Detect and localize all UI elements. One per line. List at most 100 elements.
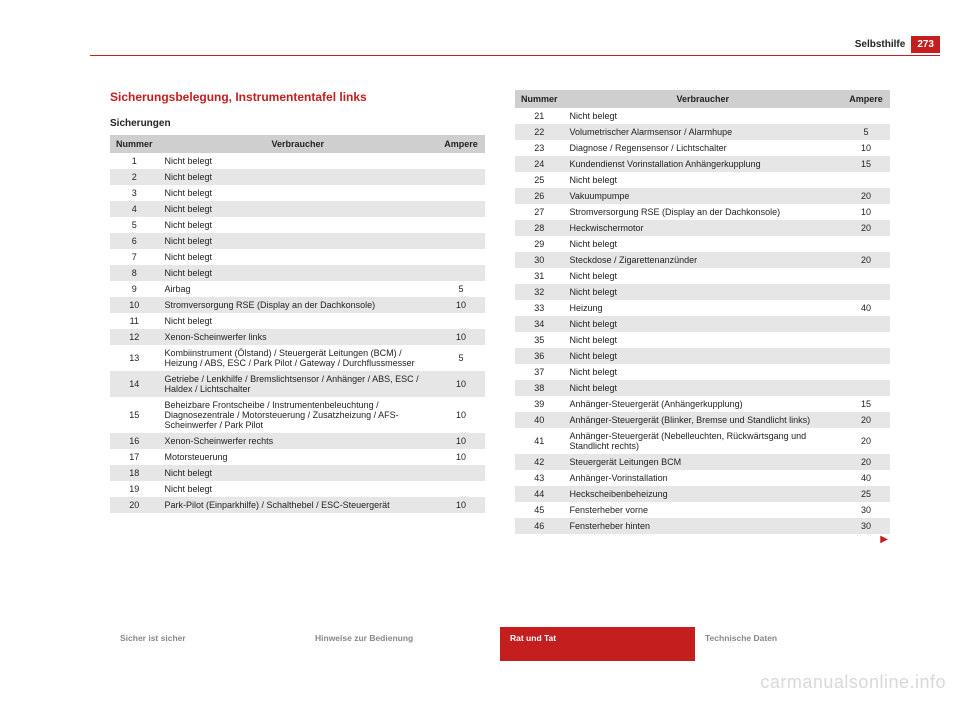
cell-number: 19 [110, 481, 159, 497]
cell-ampere: 40 [842, 300, 890, 316]
cell-ampere [842, 284, 890, 300]
table-row: 5Nicht belegt [110, 217, 485, 233]
cell-number: 23 [515, 140, 564, 156]
cell-consumer: Getriebe / Lenkhilfe / Bremslichtsensor … [159, 371, 437, 397]
table-row: 46Fensterheber hinten30 [515, 518, 890, 534]
cell-number: 38 [515, 380, 564, 396]
cell-number: 39 [515, 396, 564, 412]
cell-number: 29 [515, 236, 564, 252]
cell-ampere: 10 [842, 204, 890, 220]
page-heading: Sicherungsbelegung, Instrumententafel li… [110, 90, 485, 104]
cell-number: 2 [110, 169, 159, 185]
cell-number: 26 [515, 188, 564, 204]
footer-tab[interactable]: Sicher ist sicher [110, 627, 305, 661]
cell-ampere [437, 153, 485, 169]
cell-ampere: 20 [842, 252, 890, 268]
cell-consumer: Xenon-Scheinwerfer links [159, 329, 437, 345]
page-header: Selbsthilfe 273 [855, 36, 940, 53]
cell-ampere [437, 185, 485, 201]
cell-number: 5 [110, 217, 159, 233]
table-row: 3Nicht belegt [110, 185, 485, 201]
cell-ampere [437, 201, 485, 217]
cell-ampere: 10 [437, 433, 485, 449]
continue-arrow-icon: ▶ [515, 534, 890, 545]
table-row: 35Nicht belegt [515, 332, 890, 348]
cell-number: 21 [515, 108, 564, 124]
cell-consumer: Anhänger-Steuergerät (Nebelleuchten, Rüc… [564, 428, 842, 454]
table-row: 24Kundendienst Vorinstallation Anhängerk… [515, 156, 890, 172]
cell-ampere [437, 481, 485, 497]
cell-consumer: Nicht belegt [564, 108, 842, 124]
table-row: 12Xenon-Scheinwerfer links10 [110, 329, 485, 345]
cell-number: 4 [110, 201, 159, 217]
table-row: 29Nicht belegt [515, 236, 890, 252]
left-column: Sicherungsbelegung, Instrumententafel li… [110, 90, 485, 611]
cell-consumer: Kundendienst Vorinstallation Anhängerkup… [564, 156, 842, 172]
cell-consumer: Anhänger-Steuergerät (Blinker, Bremse un… [564, 412, 842, 428]
cell-consumer: Motorsteuerung [159, 449, 437, 465]
table-row: 21Nicht belegt [515, 108, 890, 124]
table-row: 17Motorsteuerung10 [110, 449, 485, 465]
cell-number: 31 [515, 268, 564, 284]
cell-ampere: 10 [842, 140, 890, 156]
table-row: 37Nicht belegt [515, 364, 890, 380]
cell-number: 45 [515, 502, 564, 518]
cell-number: 40 [515, 412, 564, 428]
fuse-table-right: Nummer Verbraucher Ampere 21Nicht belegt… [515, 90, 890, 534]
page-subheading: Sicherungen [110, 118, 485, 129]
cell-ampere: 40 [842, 470, 890, 486]
table-row: 23Diagnose / Regensensor / Lichtschalter… [515, 140, 890, 156]
table-row: 36Nicht belegt [515, 348, 890, 364]
cell-consumer: Nicht belegt [159, 249, 437, 265]
cell-consumer: Nicht belegt [159, 481, 437, 497]
table-row: 14Getriebe / Lenkhilfe / Bremslichtsenso… [110, 371, 485, 397]
cell-ampere: 10 [437, 397, 485, 433]
table-row: 27Stromversorgung RSE (Display an der Da… [515, 204, 890, 220]
cell-ampere: 20 [842, 220, 890, 236]
table-row: 26Vakuumpumpe20 [515, 188, 890, 204]
cell-consumer: Airbag [159, 281, 437, 297]
cell-consumer: Nicht belegt [159, 233, 437, 249]
cell-consumer: Kombiinstrument (Ölstand) / Steuergerät … [159, 345, 437, 371]
table-row: 38Nicht belegt [515, 380, 890, 396]
footer-tabs: Sicher ist sicherHinweise zur BedienungR… [110, 627, 890, 661]
cell-number: 10 [110, 297, 159, 313]
cell-ampere: 10 [437, 329, 485, 345]
cell-consumer: Nicht belegt [159, 217, 437, 233]
watermark: carmanualsonline.info [760, 672, 946, 693]
cell-ampere: 20 [842, 188, 890, 204]
cell-consumer: Nicht belegt [564, 364, 842, 380]
right-column: Nummer Verbraucher Ampere 21Nicht belegt… [515, 90, 890, 611]
cell-consumer: Nicht belegt [159, 201, 437, 217]
table-row: 34Nicht belegt [515, 316, 890, 332]
cell-ampere [842, 172, 890, 188]
cell-consumer: Park-Pilot (Einparkhilfe) / Schalthebel … [159, 497, 437, 513]
cell-number: 41 [515, 428, 564, 454]
cell-consumer: Nicht belegt [564, 316, 842, 332]
fuse-table-left: Nummer Verbraucher Ampere 1Nicht belegt2… [110, 135, 485, 513]
cell-ampere [437, 169, 485, 185]
cell-ampere [842, 348, 890, 364]
cell-ampere [842, 268, 890, 284]
table-row: 18Nicht belegt [110, 465, 485, 481]
table-row: 1Nicht belegt [110, 153, 485, 169]
cell-consumer: Volumetrischer Alarmsensor / Alarmhupe [564, 124, 842, 140]
footer-tab[interactable]: Technische Daten [695, 627, 890, 661]
footer-tab[interactable]: Rat und Tat [500, 627, 695, 661]
footer-tab[interactable]: Hinweise zur Bedienung [305, 627, 500, 661]
cell-consumer: Nicht belegt [564, 284, 842, 300]
table-row: 15Beheizbare Frontscheibe / Instrumenten… [110, 397, 485, 433]
table-row: 32Nicht belegt [515, 284, 890, 300]
cell-consumer: Nicht belegt [564, 380, 842, 396]
table-row: 22Volumetrischer Alarmsensor / Alarmhupe… [515, 124, 890, 140]
table-row: 43Anhänger-Vorinstallation40 [515, 470, 890, 486]
cell-consumer: Nicht belegt [159, 313, 437, 329]
cell-ampere [437, 233, 485, 249]
cell-ampere [437, 465, 485, 481]
cell-number: 17 [110, 449, 159, 465]
cell-consumer: Nicht belegt [564, 236, 842, 252]
col-header-number: Nummer [515, 90, 564, 108]
table-row: 30Steckdose / Zigarettenanzünder20 [515, 252, 890, 268]
table-row: 9Airbag5 [110, 281, 485, 297]
cell-number: 20 [110, 497, 159, 513]
